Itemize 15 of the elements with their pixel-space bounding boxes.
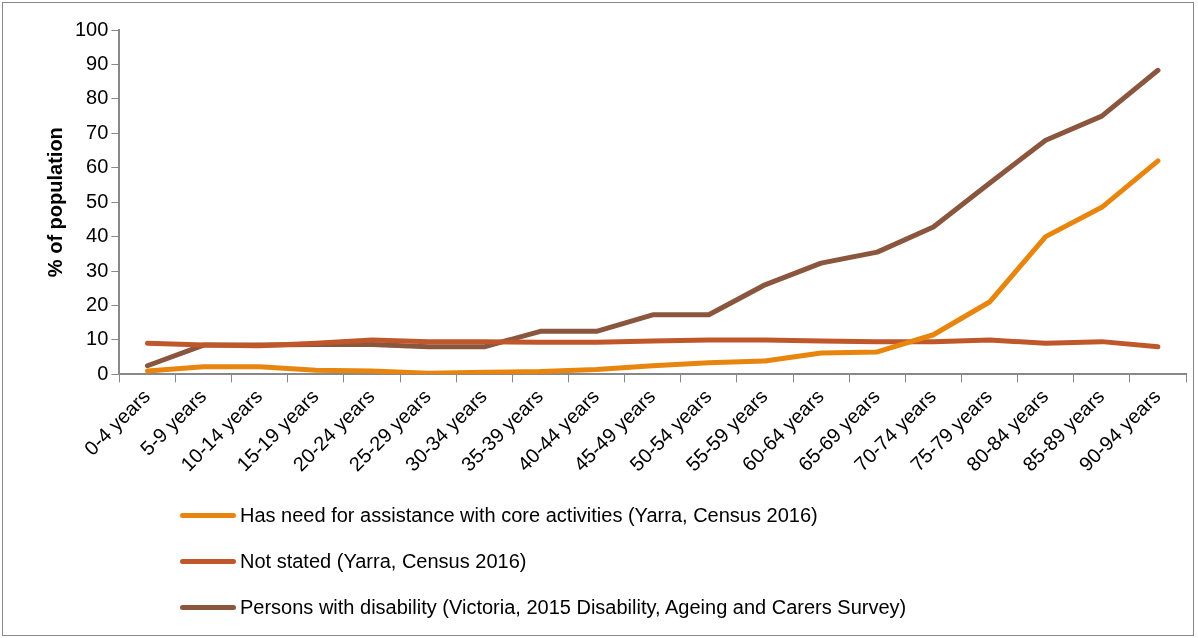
y-tick-label: 30: [86, 258, 109, 281]
legend-label: Persons with disability (Victoria, 2015 Disability, Ageing and Carers Survey): [240, 595, 907, 619]
y-tick-label: 10: [86, 327, 109, 350]
y-tick-label: 90: [86, 51, 109, 74]
y-tick-label: 70: [86, 120, 109, 143]
y-tick-label: 20: [86, 292, 109, 315]
y-tick-label: 80: [86, 86, 109, 109]
y-axis-title: % of population: [43, 127, 66, 278]
y-tick-label: 60: [86, 155, 109, 178]
legend-label: Has need for assistance with core activities (Yarra, Census 2016): [240, 503, 818, 527]
y-tick-label: 50: [86, 189, 109, 212]
y-tick-label: 0: [97, 361, 109, 384]
legend-label: Not stated (Yarra, Census 2016): [240, 549, 527, 573]
y-tick-label: 100: [74, 17, 109, 40]
y-tick-label: 40: [86, 224, 109, 247]
